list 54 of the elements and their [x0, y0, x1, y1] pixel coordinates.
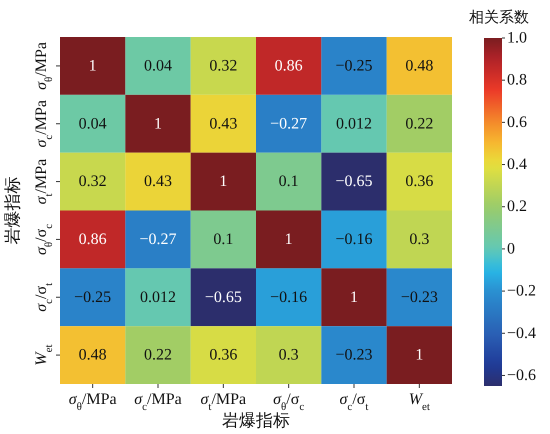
- data-label: 0.012: [140, 288, 176, 306]
- data-label: 0.86: [78, 230, 107, 248]
- data-label: 0.04: [144, 57, 172, 74]
- data-label: 1: [219, 173, 228, 190]
- data-label: −0.23: [400, 288, 438, 306]
- data-label: 0.86: [274, 57, 303, 74]
- data-label: −0.27: [139, 230, 177, 248]
- x-tick-label: σ$_{c}$/σ$_{t}$: [340, 391, 368, 413]
- data-label: 0.22: [405, 115, 434, 132]
- color-bar-label: 0.8: [507, 72, 527, 89]
- color-bar-label: 0.4: [507, 156, 527, 174]
- data-label: 1: [350, 288, 358, 306]
- color-bar-label: 0: [507, 240, 515, 258]
- color-bar-title: 相关系数: [469, 9, 529, 26]
- data-label: 0.43: [209, 115, 238, 132]
- data-label: −0.27: [270, 115, 308, 132]
- data-label: 0.22: [144, 346, 172, 364]
- data-label: −0.16: [270, 288, 308, 306]
- data-label: 0.3: [278, 346, 299, 364]
- color-bar-label: −0.4: [507, 324, 536, 342]
- data-label: 0.32: [209, 57, 238, 74]
- data-label: −0.16: [335, 230, 373, 248]
- color-bar-label: 0.2: [507, 198, 527, 216]
- data-label: 0.3: [409, 230, 430, 248]
- data-label: 0.36: [209, 346, 238, 364]
- color-bar-label: −0.6: [507, 366, 536, 384]
- data-label: −0.65: [335, 173, 373, 190]
- x-tick-label: σ$_{θ}$/σ$_{c}$: [273, 391, 304, 413]
- data-label: 0.1: [213, 230, 234, 248]
- x-tick-label: σ$_{t}$/MPa: [200, 391, 246, 413]
- color-bar-label: −0.2: [507, 282, 536, 300]
- data-label: 0.04: [78, 115, 107, 132]
- color-bar-label: 1.0: [507, 30, 527, 46]
- data-label: 0.32: [78, 173, 107, 190]
- data-label: −0.23: [335, 346, 373, 364]
- data-label: 0.48: [78, 346, 107, 364]
- data-label: 0.43: [144, 173, 172, 190]
- y-axis-title: 岩爆指标: [3, 176, 22, 244]
- data-label: −0.65: [204, 288, 242, 306]
- x-tick-label: σ$_{c}$/MPa: [134, 391, 182, 413]
- data-label: 1: [88, 57, 97, 74]
- x-tick-label: W$_{et}$: [408, 391, 430, 413]
- data-label: 1: [154, 115, 162, 132]
- data-label: −0.25: [335, 57, 373, 74]
- x-tick-label: σ$_{θ}$/MPa: [68, 391, 117, 413]
- color-bar-label: 0.6: [507, 114, 527, 131]
- data-label: 1: [284, 230, 293, 248]
- data-label: 0.36: [405, 173, 434, 190]
- x-axis-title: 岩爆指标: [222, 411, 290, 430]
- data-label: 0.012: [336, 115, 372, 132]
- data-label: 1: [415, 346, 424, 364]
- data-label: 0.48: [405, 57, 434, 74]
- data-label: −0.25: [74, 288, 112, 306]
- data-label: 0.1: [278, 173, 299, 190]
